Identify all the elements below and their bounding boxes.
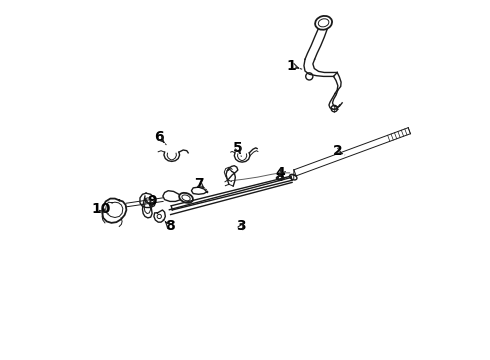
Text: 7: 7 (194, 176, 203, 190)
Text: 10: 10 (92, 202, 111, 216)
Text: 4: 4 (276, 166, 286, 180)
Text: 9: 9 (147, 194, 157, 208)
Text: 3: 3 (237, 220, 246, 233)
Text: 6: 6 (154, 130, 164, 144)
Text: 1: 1 (287, 59, 296, 73)
Text: 2: 2 (333, 144, 343, 158)
Text: 5: 5 (233, 141, 243, 155)
Text: 8: 8 (165, 220, 175, 233)
